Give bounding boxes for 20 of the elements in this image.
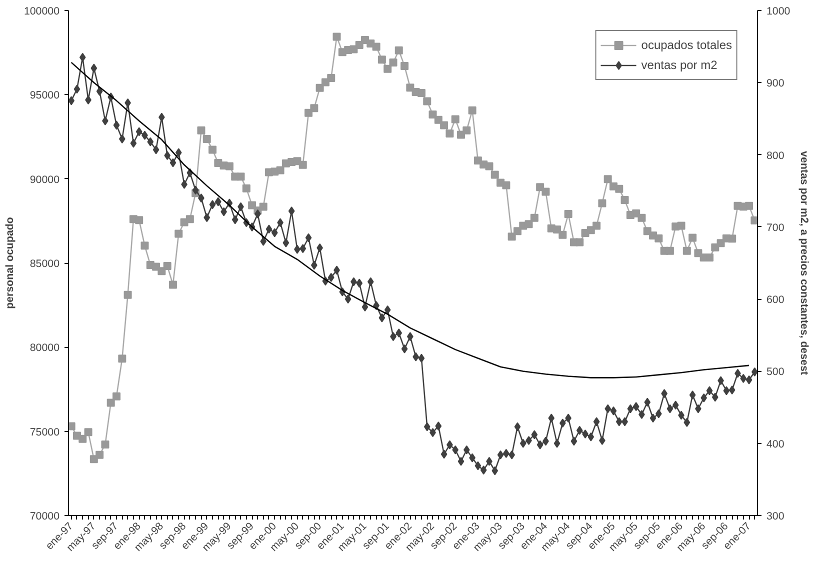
line-series — [70, 62, 750, 378]
y2-tick-label: 300 — [766, 510, 784, 522]
y-tick-label: 70000 — [30, 510, 60, 522]
y2-tick-label: 400 — [766, 438, 784, 450]
y2-tick-label: 800 — [766, 150, 784, 162]
y-tick-label: 85000 — [30, 258, 60, 270]
y2-tick-label: 600 — [766, 294, 784, 306]
y-tick-label: 90000 — [30, 174, 60, 186]
y2-axis-title: ventas por m2, a precios constantes, desest — [798, 151, 810, 376]
legend-label: ventas por m2 — [641, 58, 718, 72]
y-tick-label: 80000 — [30, 342, 60, 354]
y2-tick-label: 900 — [766, 78, 784, 90]
y2-tick-label: 700 — [766, 222, 784, 234]
legend-label: ocupados totales — [641, 38, 732, 52]
y-tick-label: 100000 — [24, 6, 60, 18]
y-tick-label: 95000 — [30, 90, 60, 102]
y2-tick-label: 500 — [766, 366, 784, 378]
y-axis-title: personal ocupado — [4, 216, 16, 309]
y-tick-label: 75000 — [30, 426, 60, 438]
y2-tick-label: 1000 — [766, 6, 790, 18]
